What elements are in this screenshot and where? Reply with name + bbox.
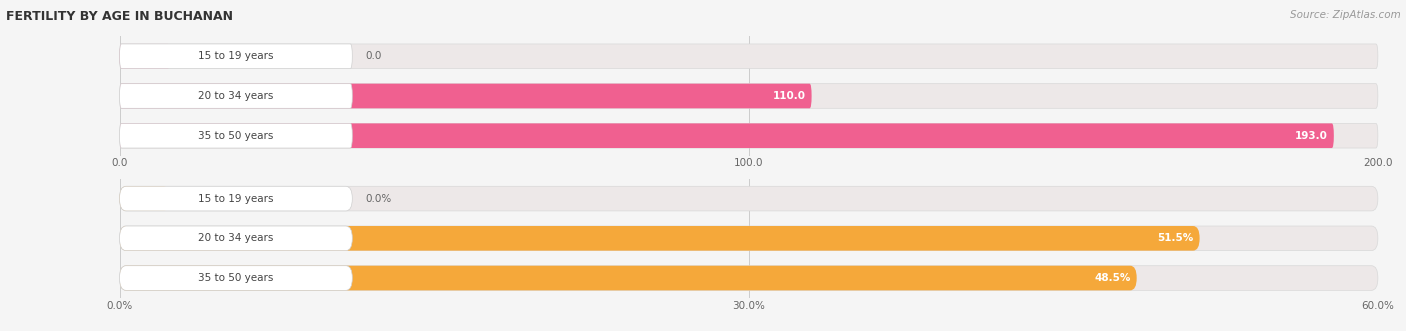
FancyBboxPatch shape [120, 186, 1378, 211]
Text: 35 to 50 years: 35 to 50 years [198, 273, 274, 283]
Text: 110.0: 110.0 [772, 91, 806, 101]
FancyBboxPatch shape [120, 44, 170, 69]
FancyBboxPatch shape [120, 186, 170, 211]
Text: Source: ZipAtlas.com: Source: ZipAtlas.com [1289, 10, 1400, 20]
FancyBboxPatch shape [120, 123, 1334, 148]
FancyBboxPatch shape [120, 44, 1378, 69]
Text: 15 to 19 years: 15 to 19 years [198, 51, 274, 61]
FancyBboxPatch shape [120, 266, 1378, 290]
Text: 0.0: 0.0 [366, 51, 381, 61]
Text: FERTILITY BY AGE IN BUCHANAN: FERTILITY BY AGE IN BUCHANAN [6, 10, 232, 23]
FancyBboxPatch shape [120, 84, 811, 108]
FancyBboxPatch shape [120, 266, 1136, 290]
FancyBboxPatch shape [120, 226, 353, 251]
Text: 20 to 34 years: 20 to 34 years [198, 233, 274, 243]
FancyBboxPatch shape [120, 226, 1199, 251]
FancyBboxPatch shape [120, 186, 353, 211]
FancyBboxPatch shape [120, 123, 353, 148]
Text: 35 to 50 years: 35 to 50 years [198, 131, 274, 141]
Text: 0.0%: 0.0% [366, 194, 391, 204]
FancyBboxPatch shape [120, 84, 1378, 108]
FancyBboxPatch shape [120, 44, 353, 69]
FancyBboxPatch shape [120, 84, 353, 108]
Text: 51.5%: 51.5% [1157, 233, 1194, 243]
Text: 48.5%: 48.5% [1094, 273, 1130, 283]
Text: 15 to 19 years: 15 to 19 years [198, 194, 274, 204]
Text: 193.0: 193.0 [1295, 131, 1327, 141]
FancyBboxPatch shape [120, 226, 1378, 251]
FancyBboxPatch shape [120, 266, 353, 290]
FancyBboxPatch shape [120, 123, 1378, 148]
Text: 20 to 34 years: 20 to 34 years [198, 91, 274, 101]
